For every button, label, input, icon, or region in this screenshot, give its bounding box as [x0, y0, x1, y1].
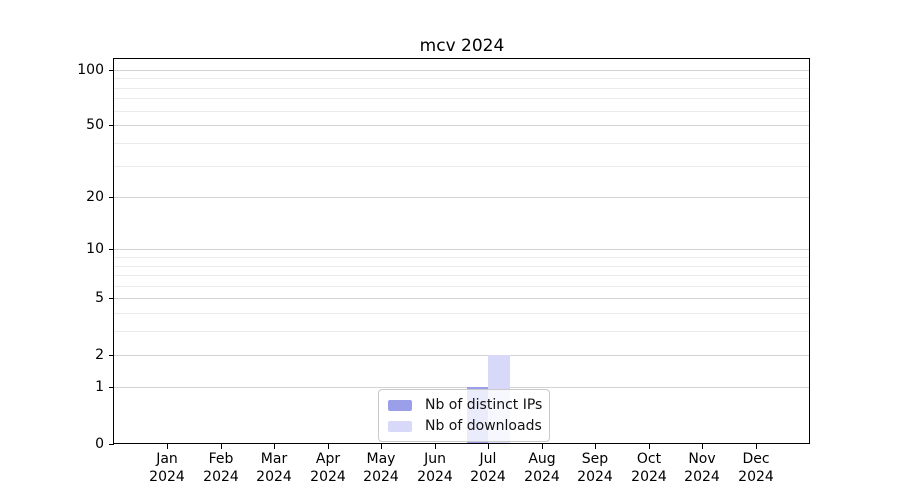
y-gridline-major — [114, 70, 809, 71]
x-tick — [435, 444, 436, 449]
x-tick — [328, 444, 329, 449]
y-tick — [109, 125, 114, 126]
y-gridline-minor — [114, 275, 809, 276]
x-tick-label: Apr 2024 — [296, 450, 360, 486]
y-gridline-minor — [114, 331, 809, 332]
y-gridline-major — [114, 125, 809, 126]
y-gridline-minor — [114, 266, 809, 267]
y-gridline-major — [114, 387, 809, 388]
y-gridline-minor — [114, 166, 809, 167]
y-tick — [109, 249, 114, 250]
x-tick-year: 2024 — [417, 469, 453, 485]
x-tick-year: 2024 — [631, 469, 667, 485]
y-tick — [109, 444, 114, 445]
y-tick-label: 50 — [86, 117, 104, 133]
x-tick — [702, 444, 703, 449]
x-tick — [274, 444, 275, 449]
legend: Nb of distinct IPs Nb of downloads — [378, 389, 550, 442]
y-gridline-minor — [114, 143, 809, 144]
x-tick-label: Mar 2024 — [242, 450, 306, 486]
x-tick-label: Oct 2024 — [617, 450, 681, 486]
x-tick-month: Jul — [479, 451, 497, 467]
y-gridline-minor — [114, 88, 809, 89]
x-tick — [167, 444, 168, 449]
y-gridline-major — [114, 298, 809, 299]
x-tick-year: 2024 — [149, 469, 185, 485]
y-gridline-major — [114, 249, 809, 250]
x-tick-year: 2024 — [470, 469, 506, 485]
x-tick — [221, 444, 222, 449]
x-tick-year: 2024 — [203, 469, 239, 485]
x-tick-label: Nov 2024 — [670, 450, 734, 486]
x-tick-label: Jan 2024 — [135, 450, 199, 486]
x-tick-month: Feb — [208, 451, 234, 467]
x-tick-month: Aug — [528, 451, 556, 467]
x-tick-label: Jun 2024 — [403, 450, 467, 486]
x-tick-month: Nov — [688, 451, 716, 467]
x-tick-year: 2024 — [256, 469, 292, 485]
legend-item-distinct-ips: Nb of distinct IPs — [388, 397, 543, 413]
x-tick-label: Jul 2024 — [456, 450, 520, 486]
legend-swatch-distinct-ips — [388, 399, 412, 411]
y-gridline-major — [114, 197, 809, 198]
x-tick — [381, 444, 382, 449]
y-tick — [109, 387, 114, 388]
y-tick-label: 5 — [95, 290, 104, 306]
y-tick-label: 10 — [86, 241, 104, 257]
x-tick — [649, 444, 650, 449]
x-tick-year: 2024 — [738, 469, 774, 485]
x-tick-label: Sep 2024 — [563, 450, 627, 486]
legend-item-downloads: Nb of downloads — [388, 418, 542, 434]
legend-label-distinct-ips: Nb of distinct IPs — [425, 397, 543, 413]
x-tick-label: Feb 2024 — [189, 450, 253, 486]
y-tick — [109, 70, 114, 71]
y-tick — [109, 197, 114, 198]
x-tick-year: 2024 — [577, 469, 613, 485]
x-tick-label: Dec 2024 — [724, 450, 788, 486]
x-tick-year: 2024 — [524, 469, 560, 485]
x-tick-month: Sep — [581, 451, 609, 467]
y-tick — [109, 355, 114, 356]
x-tick — [542, 444, 543, 449]
chart-title: mcv 2024 — [419, 36, 505, 56]
x-tick-year: 2024 — [363, 469, 399, 485]
y-gridline-minor — [114, 286, 809, 287]
y-gridline-minor — [114, 257, 809, 258]
x-tick-month: Jun — [424, 451, 446, 467]
x-tick-month: Dec — [742, 451, 770, 467]
x-tick-month: Jan — [156, 451, 178, 467]
y-gridline-minor — [114, 98, 809, 99]
y-tick — [109, 298, 114, 299]
legend-label-downloads: Nb of downloads — [425, 418, 542, 434]
x-tick-month: Mar — [260, 451, 288, 467]
x-tick-label: May 2024 — [349, 450, 413, 486]
y-gridline-minor — [114, 111, 809, 112]
y-tick-label: 20 — [86, 189, 104, 205]
x-tick-year: 2024 — [684, 469, 720, 485]
x-tick-month: May — [366, 451, 396, 467]
x-tick — [595, 444, 596, 449]
y-tick-label: 2 — [95, 347, 104, 363]
y-tick-label: 0 — [95, 436, 104, 452]
x-tick-month: Oct — [636, 451, 662, 467]
y-gridline-minor — [114, 78, 809, 79]
x-tick — [488, 444, 489, 449]
y-gridline-minor — [114, 313, 809, 314]
x-tick — [756, 444, 757, 449]
x-tick-label: Aug 2024 — [510, 450, 574, 486]
y-tick-label: 1 — [95, 379, 104, 395]
legend-swatch-downloads — [388, 420, 412, 432]
y-tick-label: 100 — [77, 62, 104, 78]
y-gridline-major — [114, 355, 809, 356]
x-tick-month: Apr — [315, 451, 341, 467]
x-tick-year: 2024 — [310, 469, 346, 485]
